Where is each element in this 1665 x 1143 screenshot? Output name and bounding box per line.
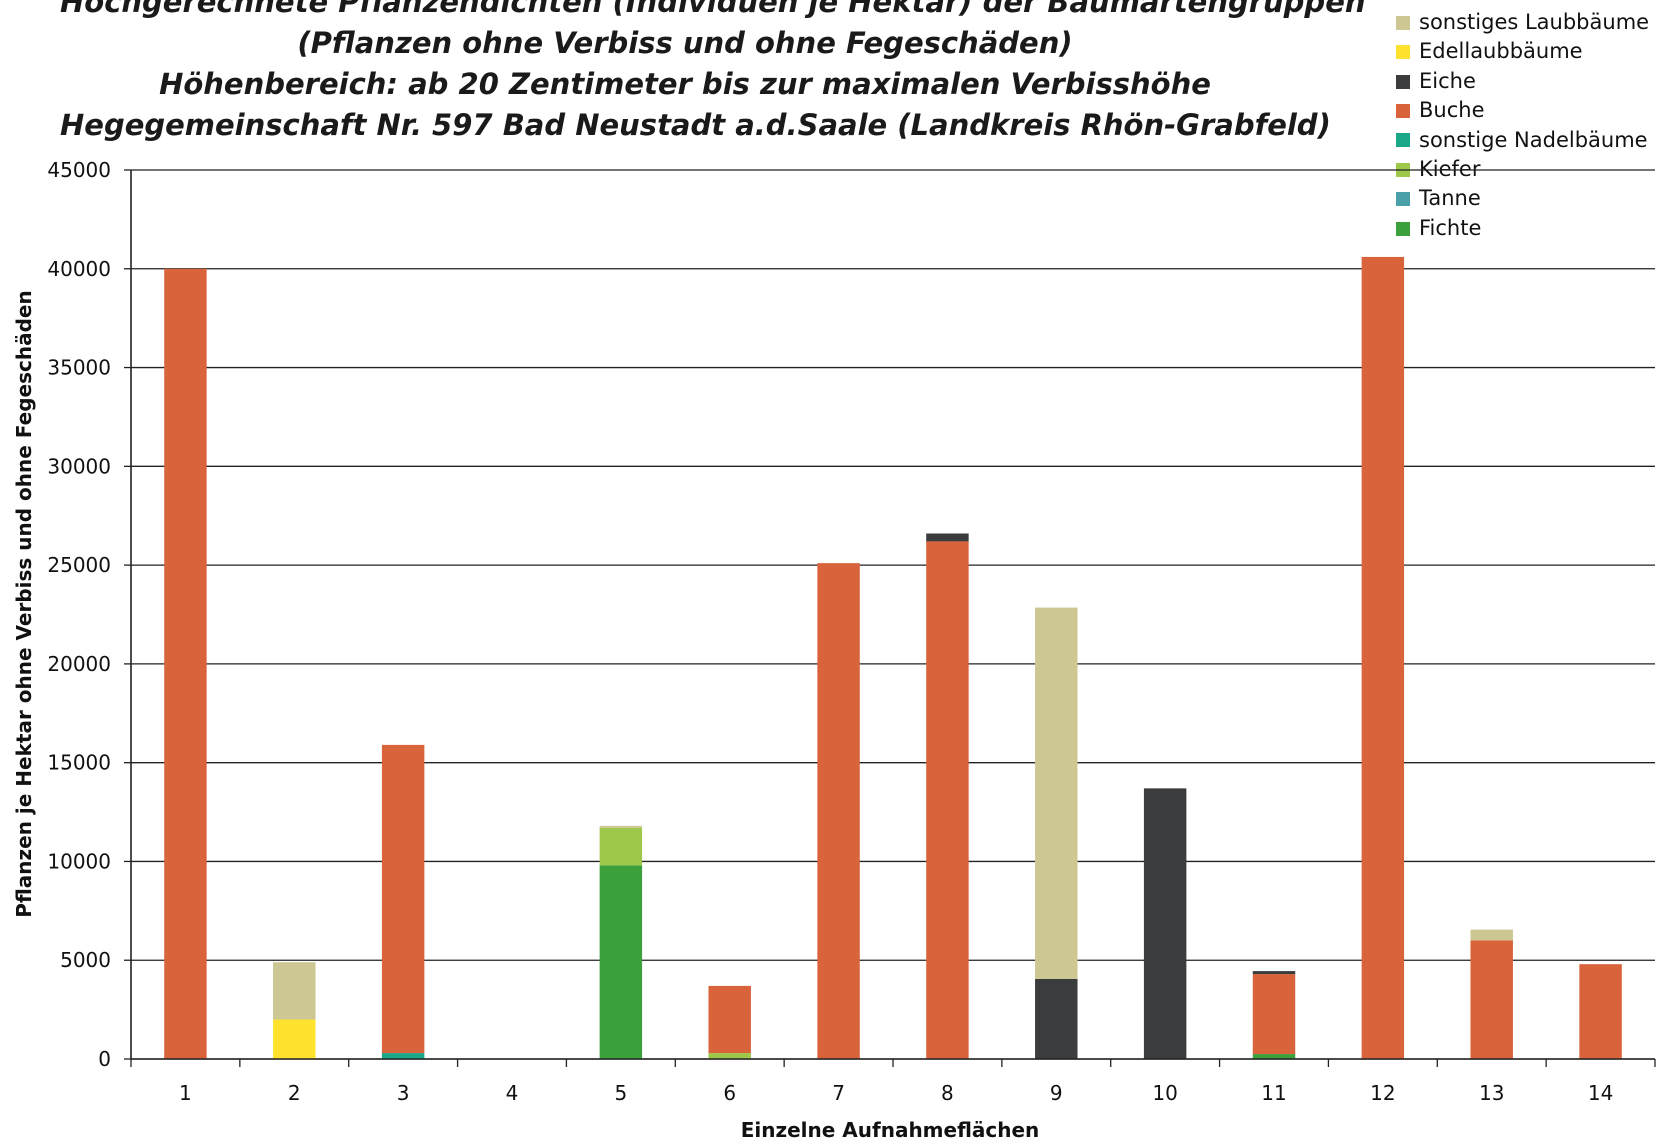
legend-swatch [1396,103,1410,118]
chart-title-line-4: Hegegemeinschaft Nr. 597 Bad Neustadt a.… [60,108,1331,142]
y-tick-label: 40000 [47,257,111,281]
bar-segment [926,533,969,542]
y-tick-label: 15000 [47,751,111,775]
legend-label: Buche [1419,98,1485,123]
y-axis-label: Pflanzen je Hektar ohne Verbiss und ohne… [12,290,36,917]
legend-item: Edellaubbäume [1396,37,1649,66]
x-tick-label: 14 [1588,1081,1613,1105]
x-tick-label: 13 [1479,1081,1504,1105]
y-tick-label: 45000 [47,158,111,182]
bar-segment [599,865,643,1059]
bar-segment [1252,971,1296,975]
x-tick-label: 11 [1261,1081,1286,1105]
x-tick-label: 2 [288,1081,301,1105]
legend-item: Eiche [1396,67,1649,96]
chart-legend: sonstiges Laubbäume Edellaubbäume Eiche Buc… [1396,8,1649,243]
legend-label: sonstige Nadelbäume [1419,127,1648,152]
legend-label: Eiche [1419,68,1476,93]
x-tick-label: 9 [1050,1081,1063,1105]
bar-segment [273,962,316,1020]
x-tick-label: 6 [723,1081,736,1105]
legend-swatch [1396,45,1410,60]
legend-label: Kiefer [1419,157,1481,182]
legend-label: sonstiges Laubbäume [1419,10,1650,34]
x-tick-label: 12 [1370,1081,1395,1105]
bar-segment [926,541,969,1059]
bar-segment [1143,788,1187,1059]
chart-title-line-2: (Pflanzen ohne Verbiss und ohne Fegeschä… [297,26,1073,60]
bar-segment [164,268,207,1059]
chart-bars [164,256,1622,1059]
y-tick-label: 25000 [47,553,111,577]
chart-title-line-3: Höhenbereich: ab 20 Zentimeter bis zur m… [159,67,1211,101]
legend-item: sonstige Nadelbäume [1396,126,1649,155]
bar-segment [1470,940,1513,1059]
legend-item: Tanne [1396,184,1649,213]
y-tick-label: 30000 [47,454,111,478]
bar-segment [708,1053,751,1059]
bar-segment [1035,607,1078,979]
legend-swatch [1396,15,1410,30]
bar-segment [1252,1054,1296,1059]
chart-y-tick-labels: 0 5000 10000 15000 20000 25000 30000 35000 40000… [47,158,111,1071]
legend-label: Fichte [1419,215,1482,240]
x-tick-label: 7 [832,1081,845,1105]
y-tick-label: 20000 [47,652,111,676]
legend-item: Kiefer [1396,155,1649,184]
y-tick-label: 5000 [60,948,111,972]
legend-label: Edellaubbäume [1419,39,1583,64]
x-axis-label: Einzelne Aufnahmeflächen [741,1118,1040,1142]
chart-x-tick-labels: 1 2 3 4 5 6 7 8 9 10 11 12 13 14 [179,1081,1613,1105]
legend-swatch [1396,192,1410,207]
bar-segment [381,744,425,1054]
bar-segment [1579,964,1622,1059]
bar-segment [1035,978,1078,1059]
bar-segment [381,1053,425,1059]
bar-segment [708,985,751,1054]
x-tick-label: 5 [614,1081,627,1105]
legend-swatch [1396,74,1410,89]
bar-segment [817,563,860,1059]
x-tick-label: 8 [941,1081,954,1105]
legend-label: Tanne [1419,186,1481,211]
y-tick-label: 10000 [47,849,111,873]
chart-gridlines [124,169,1655,1060]
y-tick-label: 0 [98,1047,111,1071]
x-tick-label: 3 [397,1081,410,1105]
legend-item: sonstiges Laubbäume [1396,8,1649,37]
legend-swatch [1396,133,1410,148]
bar-segment [599,825,643,828]
legend-item: Fichte [1396,214,1649,243]
chart-title-line-1: Hochgerechnete Pflanzendichten (Individu… [60,0,1366,19]
x-tick-label: 10 [1152,1081,1177,1105]
bar-segment [1252,974,1296,1055]
x-tick-label: 1 [179,1081,192,1105]
chart-title: Hochgerechnete Pflanzendichten (Individu… [60,0,1366,146]
bar-segment [1361,256,1405,1059]
chart-axes [130,170,1656,1067]
legend-swatch [1396,221,1410,236]
bar-segment [1470,929,1513,941]
bar-segment [599,827,643,866]
x-tick-label: 4 [506,1081,519,1105]
bar-segment [273,1019,316,1059]
legend-item: Buche [1396,96,1649,125]
y-tick-label: 35000 [47,356,111,380]
